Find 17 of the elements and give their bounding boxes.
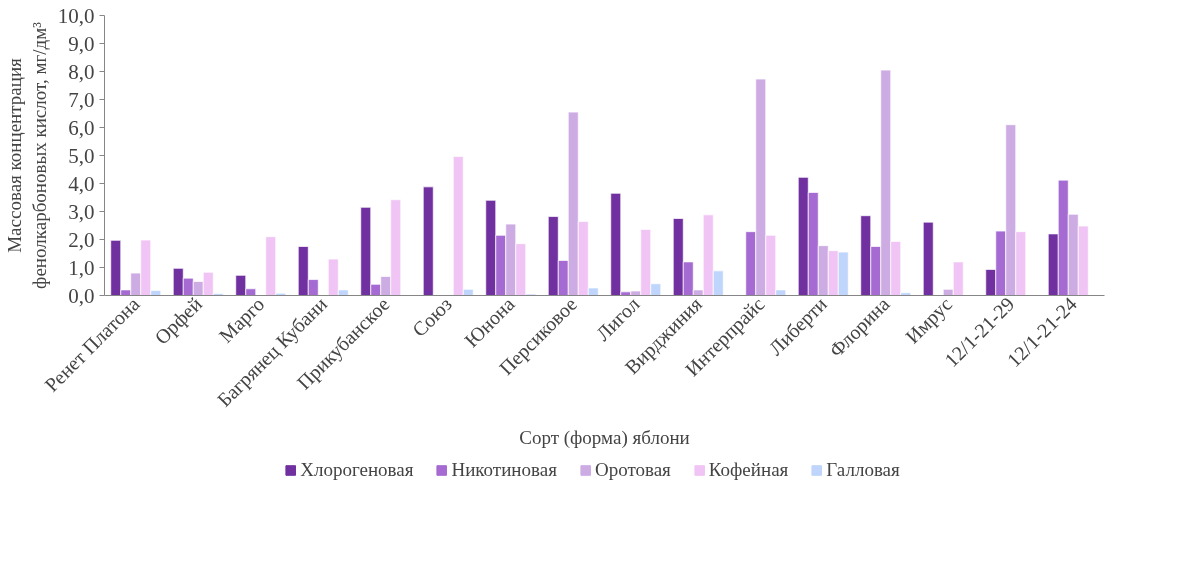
- y-axis-title: Массовая концентрация фенолкарбоновых кислот, мг/дм³: [3, 21, 50, 289]
- x-axis-title: Сорт (форма) яблони: [519, 426, 690, 449]
- y-tick-label: 5,0: [68, 143, 95, 168]
- legend-label: Оротовая: [594, 459, 671, 481]
- y-tick-label: 4,0: [68, 171, 95, 196]
- legend-label: Галловая: [826, 459, 900, 481]
- y-tick-label: 7,0: [68, 87, 95, 112]
- legend-label: Хлорогеновая: [300, 459, 414, 481]
- legend-label: Кофейная: [708, 459, 789, 481]
- y-tick-label: 1,0: [68, 255, 95, 280]
- y-tick-label: 8,0: [68, 59, 95, 84]
- y-tick-label: 2,0: [68, 227, 95, 252]
- legend-label: Никотиновая: [451, 459, 557, 481]
- y-tick-label: 9,0: [68, 31, 95, 56]
- y-tick-label: 10,0: [57, 3, 95, 28]
- y-tick-label: 6,0: [68, 115, 95, 140]
- y-tick-label: 3,0: [68, 199, 95, 224]
